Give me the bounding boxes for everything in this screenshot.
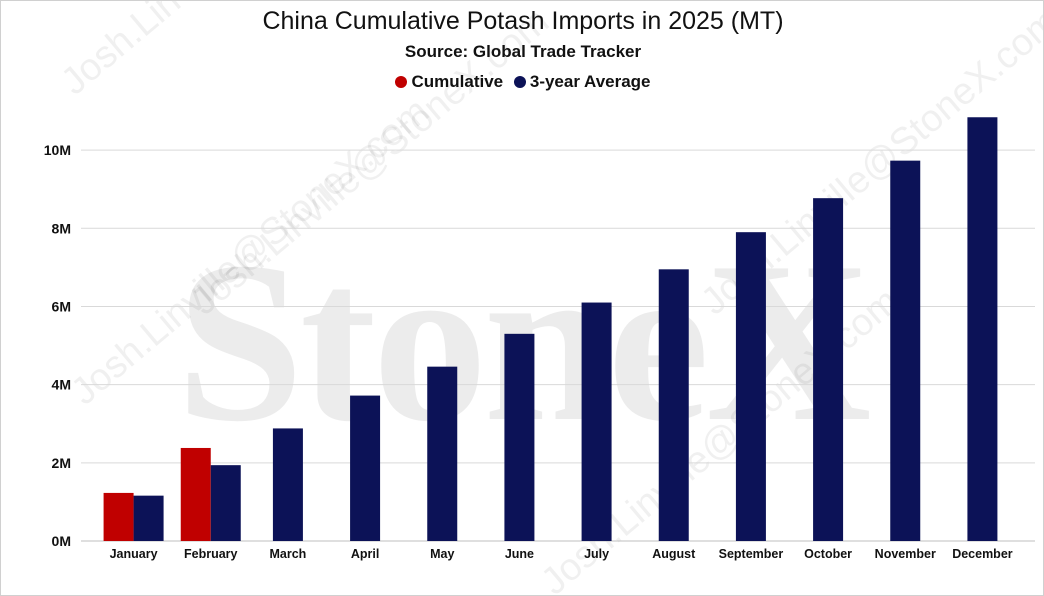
x-tick-label: July [584,547,609,561]
bar-cumulative [103,492,134,541]
x-tick-label: October [804,547,852,561]
bar-3-year-average [813,198,844,541]
legend-label: 3-year Average [529,72,651,91]
legend-swatch [513,76,526,88]
legend-label: Cumulative [411,72,504,91]
bar-3-year-average [890,160,921,542]
x-tick-label: February [184,547,238,561]
bar-3-year-average [133,495,164,541]
y-tick-label: 8M [52,220,71,236]
y-tick-label: 10M [44,142,71,158]
bar-3-year-average [581,302,612,541]
x-tick-label: June [505,547,534,561]
x-tick-label: March [270,547,307,561]
bar-3-year-average [427,366,458,541]
bar-3-year-average [967,117,998,541]
y-tick-label: 2M [52,455,71,471]
x-tick-label: December [952,547,1013,561]
bar-3-year-average [350,395,381,541]
legend-item-3-year-average[interactable]: 3-year Average [513,72,651,92]
bar-3-year-average [735,232,766,541]
chart-subtitle: Source: Global Trade Tracker [404,42,642,61]
x-tick-label: April [351,547,379,561]
bar-3-year-average [504,333,535,541]
bar-cumulative [180,447,211,541]
chart-legend: Cumulative 3-year Average [1,72,1043,92]
x-tick-label: August [652,547,696,561]
y-tick-label: 6M [52,298,71,314]
bar-3-year-average [272,428,303,541]
bar-3-year-average [658,269,689,541]
x-tick-label: May [430,547,454,561]
x-tick-label: November [875,547,936,561]
legend-item-cumulative[interactable]: Cumulative [395,72,503,92]
x-tick-label: September [719,547,784,561]
bar-3-year-average [210,465,241,541]
legend-swatch [395,76,408,88]
y-tick-label: 0M [52,533,71,549]
chart-title: China Cumulative Potash Imports in 2025 … [262,7,784,35]
x-tick-label: January [110,547,158,561]
y-tick-label: 4M [52,377,71,393]
